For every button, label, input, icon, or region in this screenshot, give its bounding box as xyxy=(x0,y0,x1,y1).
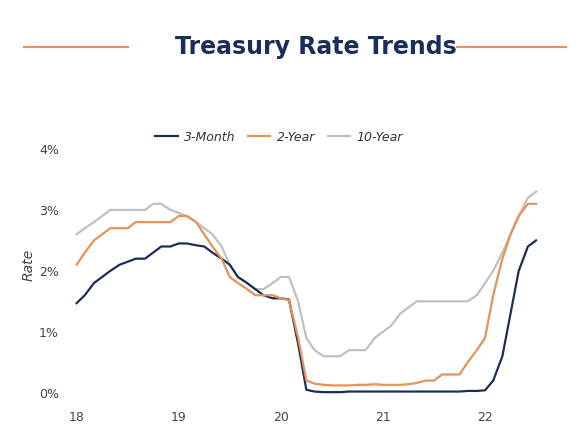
2-Year xyxy=(328,383,335,388)
Y-axis label: Rate: Rate xyxy=(22,249,36,281)
Line: 2-Year: 2-Year xyxy=(77,204,536,385)
10-Year xyxy=(524,195,531,200)
2-Year xyxy=(158,219,165,225)
3-Month xyxy=(183,241,190,246)
3-Month xyxy=(124,259,131,264)
3-Month xyxy=(320,389,327,395)
2-Year xyxy=(243,287,250,292)
10-Year xyxy=(320,353,327,359)
10-Year xyxy=(183,213,190,218)
10-Year xyxy=(158,201,165,206)
2-Year xyxy=(490,292,497,298)
Legend: 3-Month, 2-Year, 10-Year: 3-Month, 2-Year, 10-Year xyxy=(155,131,402,144)
2-Year xyxy=(524,201,531,206)
3-Month xyxy=(73,300,80,306)
3-Month xyxy=(524,244,531,249)
10-Year xyxy=(124,207,131,213)
10-Year xyxy=(243,280,250,286)
3-Month xyxy=(490,378,497,383)
2-Year xyxy=(73,262,80,267)
2-Year xyxy=(124,226,131,231)
3-Month xyxy=(243,280,250,286)
10-Year xyxy=(73,232,80,237)
2-Year xyxy=(532,201,539,206)
10-Year xyxy=(490,268,497,274)
10-Year xyxy=(532,189,539,194)
Line: 3-Month: 3-Month xyxy=(77,240,536,392)
3-Month xyxy=(158,244,165,249)
Line: 10-Year: 10-Year xyxy=(77,192,536,356)
2-Year xyxy=(183,213,190,218)
Text: Treasury Rate Trends: Treasury Rate Trends xyxy=(175,35,457,59)
2-Year xyxy=(515,213,522,218)
3-Month xyxy=(532,238,539,243)
